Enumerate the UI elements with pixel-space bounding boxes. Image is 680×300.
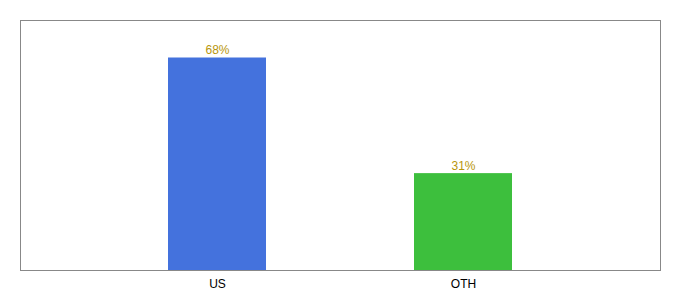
svg-text:OTH: OTH (451, 277, 476, 291)
svg-text:US: US (209, 277, 226, 291)
svg-text:68%: 68% (205, 43, 229, 57)
svg-text:31%: 31% (451, 159, 475, 173)
